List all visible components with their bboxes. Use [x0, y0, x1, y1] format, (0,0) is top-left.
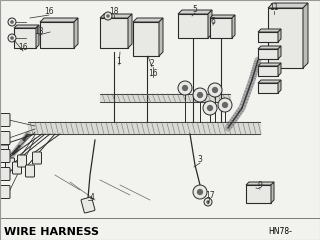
- Bar: [258, 83, 278, 93]
- FancyBboxPatch shape: [0, 132, 10, 144]
- Text: 17: 17: [205, 191, 215, 199]
- Circle shape: [222, 102, 228, 108]
- Bar: [258, 66, 278, 76]
- Text: 9: 9: [258, 181, 262, 191]
- FancyBboxPatch shape: [26, 165, 35, 177]
- Bar: [210, 18, 232, 38]
- FancyBboxPatch shape: [0, 150, 10, 162]
- Polygon shape: [303, 3, 308, 68]
- Text: 5: 5: [193, 6, 197, 14]
- Bar: [268, 8, 303, 68]
- Text: 13: 13: [34, 28, 44, 36]
- Polygon shape: [208, 10, 212, 38]
- Text: 16: 16: [18, 43, 28, 53]
- Polygon shape: [178, 10, 212, 14]
- Bar: [40, 22, 74, 48]
- FancyBboxPatch shape: [0, 114, 10, 126]
- Polygon shape: [232, 15, 235, 38]
- Circle shape: [203, 101, 217, 115]
- Bar: [14, 28, 36, 48]
- FancyBboxPatch shape: [12, 162, 21, 174]
- Polygon shape: [271, 182, 274, 203]
- Polygon shape: [36, 25, 39, 48]
- Circle shape: [212, 87, 218, 93]
- Bar: [258, 32, 278, 42]
- Polygon shape: [159, 18, 163, 56]
- Polygon shape: [278, 46, 281, 59]
- FancyBboxPatch shape: [0, 145, 9, 157]
- Circle shape: [178, 81, 192, 95]
- Polygon shape: [128, 14, 132, 48]
- FancyBboxPatch shape: [0, 186, 10, 198]
- Circle shape: [182, 85, 188, 91]
- Circle shape: [8, 18, 16, 26]
- Text: 4: 4: [90, 192, 94, 202]
- FancyBboxPatch shape: [33, 152, 42, 164]
- Polygon shape: [268, 3, 308, 8]
- Circle shape: [106, 14, 110, 18]
- Circle shape: [208, 83, 222, 97]
- Circle shape: [193, 185, 207, 199]
- Polygon shape: [40, 18, 78, 22]
- Circle shape: [193, 88, 207, 102]
- Polygon shape: [258, 63, 281, 66]
- Circle shape: [10, 36, 14, 40]
- Text: 6: 6: [211, 18, 215, 26]
- Bar: [258, 49, 278, 59]
- Polygon shape: [258, 46, 281, 49]
- Text: 3: 3: [197, 156, 203, 164]
- Polygon shape: [258, 80, 281, 83]
- Circle shape: [104, 12, 112, 20]
- Circle shape: [206, 200, 210, 204]
- Text: 11: 11: [269, 4, 279, 12]
- Polygon shape: [14, 25, 39, 28]
- FancyBboxPatch shape: [0, 168, 10, 180]
- Polygon shape: [100, 14, 132, 18]
- Text: 2: 2: [150, 60, 154, 68]
- Polygon shape: [133, 18, 163, 22]
- FancyBboxPatch shape: [5, 158, 14, 170]
- Polygon shape: [278, 29, 281, 42]
- Polygon shape: [278, 80, 281, 93]
- Text: 16: 16: [148, 70, 158, 78]
- Polygon shape: [246, 182, 274, 185]
- Circle shape: [10, 20, 14, 24]
- Polygon shape: [210, 15, 235, 18]
- Text: 1: 1: [116, 58, 121, 66]
- Circle shape: [218, 98, 232, 112]
- Circle shape: [197, 189, 203, 195]
- Bar: [100, 18, 128, 48]
- Polygon shape: [258, 29, 281, 32]
- Bar: [133, 22, 159, 56]
- FancyBboxPatch shape: [18, 155, 27, 167]
- Bar: [178, 14, 208, 38]
- Polygon shape: [74, 18, 78, 48]
- FancyBboxPatch shape: [81, 197, 95, 213]
- Text: 18: 18: [109, 7, 119, 17]
- Bar: [246, 185, 271, 203]
- Polygon shape: [278, 63, 281, 76]
- Text: WIRE HARNESS: WIRE HARNESS: [4, 227, 99, 237]
- Circle shape: [204, 198, 212, 206]
- Circle shape: [207, 105, 213, 111]
- Text: 16: 16: [44, 7, 54, 17]
- Circle shape: [197, 92, 203, 98]
- Text: HN78-: HN78-: [268, 228, 292, 236]
- Circle shape: [8, 34, 16, 42]
